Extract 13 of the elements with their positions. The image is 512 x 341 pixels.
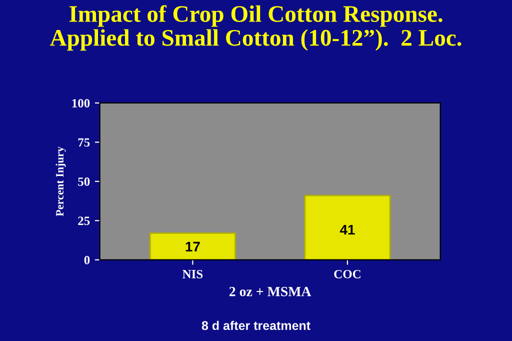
data-label: 17 xyxy=(186,242,200,252)
x-tick-label: NIS xyxy=(182,270,203,278)
y-axis-title: Percent Injury xyxy=(56,146,66,216)
text: 8 d after treatment xyxy=(202,320,310,330)
x-tick-label: COC xyxy=(334,270,360,278)
y-tick-label: 100 xyxy=(72,99,90,108)
y-tick-label: 25 xyxy=(78,216,90,226)
chart-title: Impact of Crop Oil Cotton Response. Applied to Small Cotton (10-12”). 2 Loc. xyxy=(50,5,462,51)
y-tick-label: 0 xyxy=(84,256,90,264)
y-tick-label: 75 xyxy=(78,138,90,147)
y-tick-label: 50 xyxy=(78,177,90,186)
data-label: 41 xyxy=(340,224,355,234)
x-axis-title: 2 oz + MSMA xyxy=(229,286,312,296)
